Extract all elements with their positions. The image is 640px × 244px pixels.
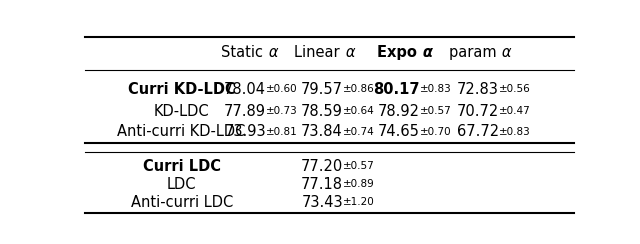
- Text: ±0.56: ±0.56: [499, 84, 531, 94]
- Text: α: α: [420, 45, 433, 60]
- Text: Curri KD-LDC: Curri KD-LDC: [128, 82, 236, 97]
- Text: 77.20: 77.20: [301, 159, 343, 174]
- Text: α: α: [343, 45, 355, 60]
- Text: 70.72: 70.72: [457, 103, 499, 119]
- Text: 78.04: 78.04: [224, 82, 266, 97]
- Text: ±0.81: ±0.81: [266, 127, 298, 137]
- Text: 67.72: 67.72: [457, 124, 499, 139]
- Text: 80.17: 80.17: [373, 82, 420, 97]
- Text: 72.83: 72.83: [457, 82, 499, 97]
- Text: ±0.57: ±0.57: [343, 162, 374, 172]
- Text: ±1.20: ±1.20: [343, 197, 374, 207]
- Text: param: param: [449, 45, 499, 60]
- Text: ±0.83: ±0.83: [499, 127, 531, 137]
- Text: 79.57: 79.57: [301, 82, 343, 97]
- Text: Curri LDC: Curri LDC: [143, 159, 221, 174]
- Text: ±0.86: ±0.86: [343, 84, 374, 94]
- Text: 77.89: 77.89: [224, 103, 266, 119]
- Text: α: α: [266, 45, 278, 60]
- Text: 78.59: 78.59: [301, 103, 343, 119]
- Text: ±0.83: ±0.83: [420, 84, 451, 94]
- Text: Anti-curri KD-LDC: Anti-curri KD-LDC: [118, 124, 246, 139]
- Text: 74.65: 74.65: [378, 124, 420, 139]
- Text: 73.84: 73.84: [301, 124, 343, 139]
- Text: 73.93: 73.93: [225, 124, 266, 139]
- Text: α: α: [499, 45, 511, 60]
- Text: Expo: Expo: [377, 45, 420, 60]
- Text: ±0.89: ±0.89: [343, 179, 374, 189]
- Text: ±0.57: ±0.57: [420, 106, 451, 116]
- Text: ±0.74: ±0.74: [343, 127, 374, 137]
- Text: 78.92: 78.92: [378, 103, 420, 119]
- Text: ±0.70: ±0.70: [420, 127, 451, 137]
- Text: Linear: Linear: [294, 45, 343, 60]
- Text: ±0.64: ±0.64: [343, 106, 374, 116]
- Text: Anti-curri LDC: Anti-curri LDC: [131, 195, 233, 210]
- Text: ±0.60: ±0.60: [266, 84, 298, 94]
- Text: ±0.47: ±0.47: [499, 106, 531, 116]
- Text: LDC: LDC: [167, 177, 196, 192]
- Text: KD-LDC: KD-LDC: [154, 103, 209, 119]
- Text: ±0.73: ±0.73: [266, 106, 298, 116]
- Text: 73.43: 73.43: [301, 195, 343, 210]
- Text: Static: Static: [221, 45, 266, 60]
- Text: 77.18: 77.18: [301, 177, 343, 192]
